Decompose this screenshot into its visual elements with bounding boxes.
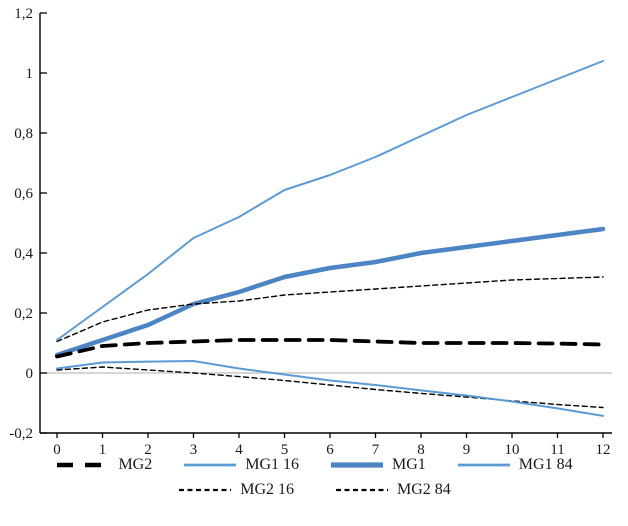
legend-row-2: MG2 16 MG2 84 — [0, 481, 628, 499]
chart-legend: MG2 MG1 16 MG1 MG1 84 MG2 16 MG2 84 — [0, 456, 628, 499]
x-tick-label: 2 — [144, 442, 152, 456]
y-tick-label: -0,2 — [9, 426, 33, 442]
series-mg2-84 — [56, 366, 604, 409]
legend-item-mg1-16: MG1 16 — [182, 456, 299, 474]
legend-label: MG1 — [392, 456, 426, 473]
legend-item-mg2: MG2 — [55, 456, 152, 474]
x-tick-label: 8 — [417, 442, 425, 456]
legend-label: MG1 84 — [518, 456, 573, 473]
y-tick-label: 0 — [26, 366, 34, 382]
legend-swatch-dashed-line-icon — [179, 488, 232, 492]
series-mg2-16 — [56, 276, 604, 343]
x-tick-label: 11 — [550, 442, 564, 456]
line-chart-plot: 1,210,80,60,40,20-0,20 1 2 3 4 5 6 7 8 9 10 11 12 — [9, 6, 612, 456]
legend-label: MG2 — [118, 456, 153, 473]
legend-label: MG1 16 — [245, 456, 299, 473]
x-tick-label: 10 — [505, 442, 520, 456]
x-tick-label: 12 — [596, 442, 611, 456]
series-mg1-84 — [56, 360, 604, 417]
series-mg2 — [55, 338, 605, 359]
x-tick-label: 0 — [53, 442, 61, 456]
legend-swatch-dashed-line-icon — [57, 462, 110, 468]
y-tick-label: 1 — [26, 66, 34, 82]
legend-swatch-dashed-line-icon — [336, 488, 388, 492]
legend-item-mg2-84: MG2 84 — [334, 481, 451, 499]
legend-item-mg1: MG1 — [329, 456, 426, 474]
legend-label: MG2 16 — [240, 481, 294, 498]
x-tick-label: 1 — [99, 442, 107, 456]
y-tick-label: 0,6 — [14, 186, 33, 202]
legend-swatch-solid-line-icon — [184, 463, 237, 467]
y-tick-label: 0,8 — [14, 126, 33, 142]
x-tick-label: 9 — [463, 442, 471, 456]
y-tick-label: 0,4 — [14, 246, 33, 262]
x-tick-label: 7 — [372, 442, 380, 456]
x-tick-label: 5 — [281, 442, 289, 456]
series-mg1 — [54, 226, 606, 358]
legend-item-mg1-84: MG1 84 — [456, 456, 573, 474]
legend-swatch-solid-line-icon — [457, 463, 510, 467]
series-mg1-16 — [56, 60, 604, 341]
legend-row-1: MG2 MG1 16 MG1 MG1 84 — [0, 456, 628, 474]
legend-item-mg2-16: MG2 16 — [177, 481, 294, 499]
y-tick-label: 0,2 — [14, 306, 33, 322]
x-tick-label: 6 — [326, 442, 334, 456]
x-tick-label: 3 — [190, 442, 198, 456]
legend-label: MG2 84 — [397, 481, 451, 498]
legend-swatch-solid-line-icon — [331, 462, 383, 468]
y-tick-label: 1,2 — [14, 6, 33, 22]
x-tick-label: 4 — [235, 442, 243, 456]
